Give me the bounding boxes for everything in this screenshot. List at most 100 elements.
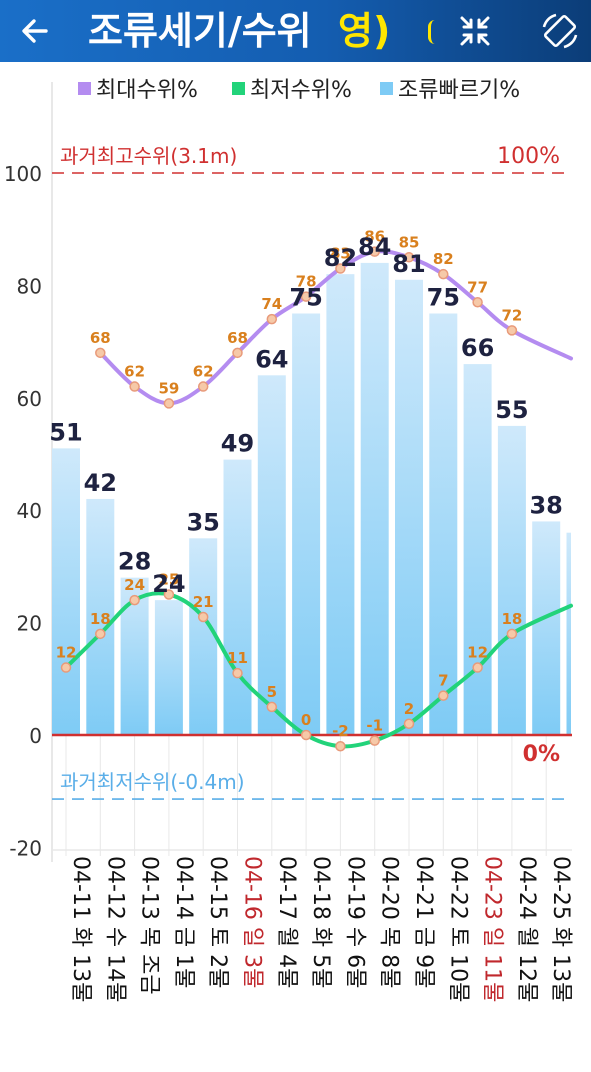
point-min-04-15 [197, 611, 209, 623]
label-speed-04-20: 84 [358, 233, 391, 261]
point-min-04-17 [266, 701, 278, 713]
x-tick-label-04-17: 04-17 월 4물 [274, 856, 299, 988]
point-max-04-23 [472, 297, 483, 308]
label-speed-04-24: 55 [495, 396, 528, 424]
bar-04-16 [223, 459, 252, 735]
point-max-04-17 [266, 313, 278, 325]
line-series [60, 246, 573, 752]
x-tick-label-04-22: 04-22 토 10물 [445, 856, 470, 1002]
label-min-04-19: -2 [332, 722, 349, 740]
x-tick-label-04-13: 04-13 목 조금 [137, 856, 162, 995]
point-max-04-18 [300, 291, 312, 302]
point-max-04-24 [506, 325, 518, 336]
label-min-04-20: -1 [366, 717, 383, 735]
point-max-04-21 [403, 252, 415, 263]
label-speed-04-14: 24 [152, 570, 185, 598]
point-max-04-19 [335, 263, 346, 274]
reference-label-2: 과거최저수위(-0.4m) [60, 770, 245, 794]
label-speed-04-15: 35 [186, 508, 219, 536]
bar-04-22 [429, 313, 458, 735]
bar-04-19 [326, 274, 355, 735]
point-max-04-12 [95, 347, 106, 359]
label-min-04-17: 5 [267, 683, 277, 701]
bar-04-17 [257, 375, 286, 735]
chart-legend: 최대수위% 최저수위% 조류빠르기% [78, 78, 520, 103]
x-tick-label-04-12: 04-12 수 14물 [102, 856, 127, 1002]
label-speed-04-23: 66 [461, 334, 494, 362]
label-min-04-13: 24 [124, 576, 145, 594]
x-tick-label-04-21: 04-21 금 9물 [411, 856, 436, 988]
point-min-04-23 [472, 662, 483, 673]
x-tick-label-04-14: 04-14 금 1물 [171, 856, 196, 988]
point-min-04-20 [369, 735, 380, 746]
label-max-04-20: 86 [364, 228, 385, 246]
label-speed-04-22: 75 [427, 284, 460, 312]
page-title-overflow: 영) [338, 9, 391, 53]
legend-label-min: 최저수위% [250, 78, 352, 103]
reference-right-label-1: 0% [523, 742, 560, 767]
label-max-04-18: 78 [296, 273, 317, 291]
point-min-04-11 [60, 662, 72, 673]
label-min-04-12: 18 [90, 610, 111, 628]
label-min-04-16: 11 [227, 649, 248, 667]
y-tick-label-0: 0 [29, 724, 42, 748]
collapse-button[interactable] [444, 0, 506, 62]
label-min-04-15: 21 [193, 593, 214, 611]
label-min-04-18: 0 [301, 711, 311, 729]
label-speed-04-11: 51 [49, 418, 82, 446]
legend-swatch-min [232, 82, 245, 95]
x-tick-label-04-25: 04-25 화 13물 [548, 856, 573, 1002]
point-min-04-16 [232, 667, 243, 679]
legend-label-speed: 조류빠르기% [398, 78, 520, 103]
label-max-04-21: 85 [399, 233, 420, 251]
label-max-04-17: 74 [261, 295, 282, 313]
point-min-04-18 [300, 729, 312, 741]
label-min-04-14: 25 [158, 571, 179, 589]
point-min-04-14 [163, 589, 175, 600]
bar-04-23 [463, 364, 492, 735]
point-max-04-20 [369, 246, 380, 257]
rotate-button[interactable] [529, 0, 591, 62]
label-speed-04-16: 49 [221, 430, 254, 458]
label-speed-04-21: 81 [392, 250, 425, 278]
y-tick-label-100: 100 [4, 162, 42, 186]
label-max-04-23: 77 [467, 278, 488, 296]
bar-04-12 [86, 498, 115, 735]
y-tick-label-60: 60 [17, 387, 42, 411]
label-min-04-23: 12 [467, 644, 488, 662]
point-min-04-12 [95, 628, 106, 640]
legend-swatch-max [78, 82, 91, 95]
label-min-04-21: 2 [404, 700, 414, 718]
x-tick-label-04-11: 04-11 화 13물 [68, 856, 93, 1002]
x-tick-label-04-20: 04-20 목 8물 [377, 856, 402, 988]
label-speed-04-12: 42 [84, 469, 117, 497]
reference-label-0: 과거최고수위(3.1m) [60, 144, 237, 168]
point-max-04-22 [438, 268, 449, 280]
x-tick-labels: 04-11 화 13물 04-12 수 14물 04-13 목 조금 04-14 금 … [68, 856, 573, 1002]
label-max-04-19: 83 [330, 245, 351, 263]
y-tick-label-20: 20 [17, 612, 42, 636]
y-tick-label-40: 40 [17, 499, 42, 523]
point-max-04-15 [197, 381, 209, 392]
screen-rotation-icon [542, 13, 578, 49]
x-tick-label-04-23: 04-23 일 11물 [480, 856, 505, 1002]
label-speed-04-13: 28 [118, 548, 151, 576]
bar-04-20 [360, 262, 389, 735]
point-max-04-16 [232, 347, 243, 359]
reference-lines: 과거최고수위(3.1m) 100% 0% 과거최저수위(-0.4m) [52, 144, 572, 800]
label-min-04-22: 7 [438, 672, 448, 690]
x-tick-label-04-15: 04-15 토 2물 [205, 856, 230, 988]
point-min-04-21 [403, 718, 415, 730]
bar-04-25 [532, 521, 561, 735]
bar-04-24 [497, 425, 526, 735]
point-min-04-19 [335, 740, 346, 752]
point-max-04-14 [163, 398, 175, 409]
label-speed-04-25: 38 [529, 491, 562, 519]
bar-04-15 [189, 538, 218, 735]
label-speed-04-19: 82 [324, 244, 357, 272]
back-button[interactable] [0, 0, 70, 62]
legend-label-max: 최대수위% [96, 78, 198, 103]
